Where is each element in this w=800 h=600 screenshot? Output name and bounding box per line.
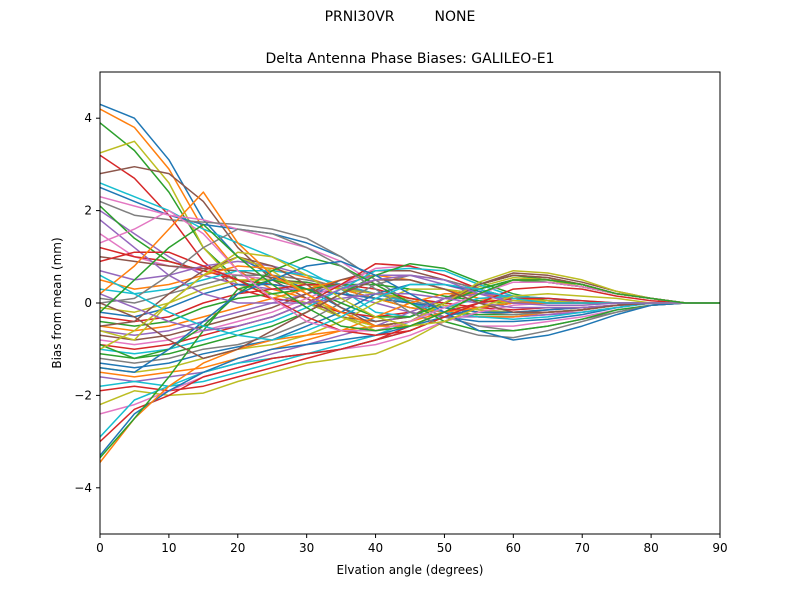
y-tick-label: 2	[84, 204, 92, 218]
series-line-51	[100, 260, 720, 374]
figure-suptitle: PRNI30VR NONE	[324, 9, 476, 25]
x-tick-label: 30	[299, 541, 314, 555]
x-axis-ticks: 0 10 20 30 40 50 60 70 80 90	[96, 534, 728, 555]
x-tick-label: 90	[712, 541, 727, 555]
x-tick-label: 40	[368, 541, 383, 555]
x-tick-label: 60	[506, 541, 521, 555]
chart-title: Delta Antenna Phase Biases: GALILEO-E1	[265, 51, 554, 67]
y-axis-label: Bias from mean (mm)	[50, 237, 64, 368]
y-tick-label: −4	[74, 481, 92, 495]
series-line-50	[100, 228, 720, 339]
x-tick-label: 20	[230, 541, 245, 555]
x-tick-label: 0	[96, 541, 104, 555]
y-tick-label: 4	[84, 111, 92, 125]
y-axis-ticks: −4 −2 0 2 4	[74, 111, 100, 495]
y-tick-label: −2	[74, 388, 92, 402]
x-tick-label: 70	[575, 541, 590, 555]
plot-lines	[100, 103, 720, 463]
series-line-54	[100, 279, 720, 360]
x-tick-label: 50	[437, 541, 452, 555]
series-line-48	[100, 251, 720, 337]
x-axis-label: Elvation angle (degrees)	[337, 563, 484, 577]
x-tick-label: 10	[161, 541, 176, 555]
x-tick-label: 80	[643, 541, 658, 555]
y-tick-label: 0	[84, 296, 92, 310]
series-line-57	[100, 274, 720, 332]
series-line-58	[100, 223, 720, 332]
